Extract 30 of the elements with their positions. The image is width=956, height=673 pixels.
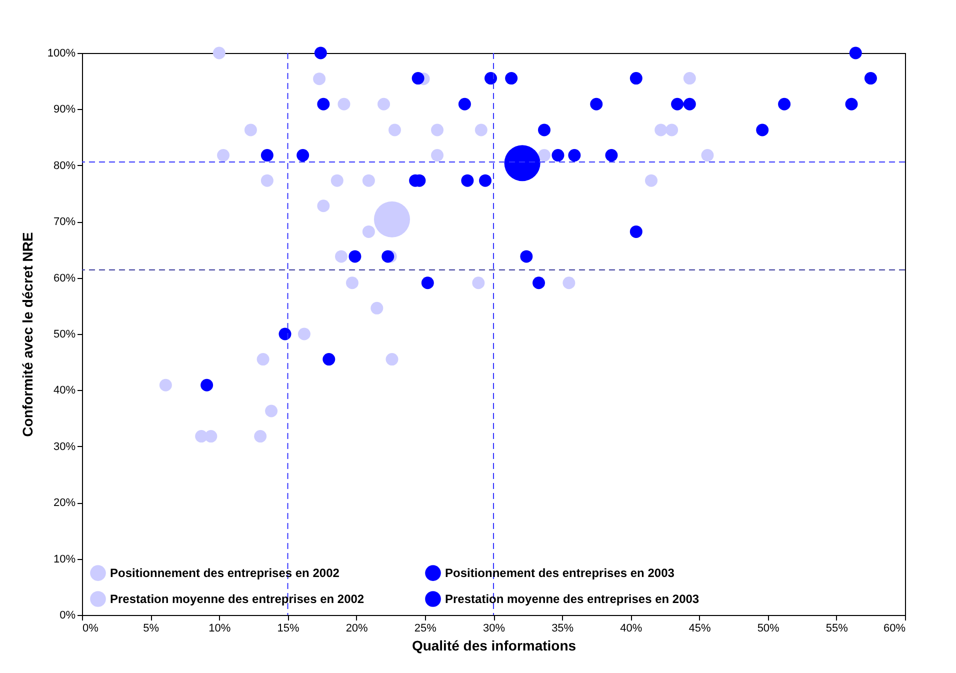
x-tick-label: 40% bbox=[620, 622, 642, 634]
y-tick-label: 70% bbox=[53, 216, 76, 228]
x-tick-label: 30% bbox=[482, 622, 506, 634]
x-tick-label: 15% bbox=[277, 622, 300, 634]
legend-label: Positionnement des entreprises en 2002 bbox=[110, 566, 340, 580]
legend-label: Positionnement des entreprises en 2003 bbox=[445, 566, 675, 580]
y-tick-label: 30% bbox=[53, 440, 76, 453]
x-tick-label: 35% bbox=[552, 622, 574, 634]
x-tick-label: 60% bbox=[883, 622, 906, 634]
x-tick-label: 10% bbox=[208, 622, 231, 634]
x-tick-label: 25% bbox=[414, 622, 437, 634]
y-tick-label: 80% bbox=[53, 160, 76, 172]
y-tick-label: 0% bbox=[60, 610, 76, 622]
y-tick-label: 20% bbox=[53, 497, 76, 510]
y-tick-label: 90% bbox=[53, 104, 76, 116]
y-tick-label: 100% bbox=[47, 48, 76, 60]
y-tick-label: 50% bbox=[53, 328, 76, 340]
x-tick-label: 0% bbox=[82, 622, 99, 634]
y-tick-label: 10% bbox=[53, 553, 76, 566]
x-tick-label: 45% bbox=[688, 622, 711, 634]
x-tick-label: 5% bbox=[143, 622, 160, 634]
x-tick-label: 55% bbox=[826, 622, 848, 634]
x-tick-label: 20% bbox=[346, 622, 368, 634]
x-axis-title: Qualité des informations bbox=[412, 638, 576, 654]
legend-label: Prestation moyenne des entreprises en 2003 bbox=[445, 592, 700, 606]
y-axis-title: Conformité avec le décret NRE bbox=[19, 232, 36, 437]
legend-label: Prestation moyenne des entreprises en 2002 bbox=[110, 592, 364, 606]
y-tick-label: 40% bbox=[53, 384, 76, 397]
y-tick-label: 60% bbox=[53, 272, 76, 284]
x-tick-label: 50% bbox=[757, 622, 780, 634]
